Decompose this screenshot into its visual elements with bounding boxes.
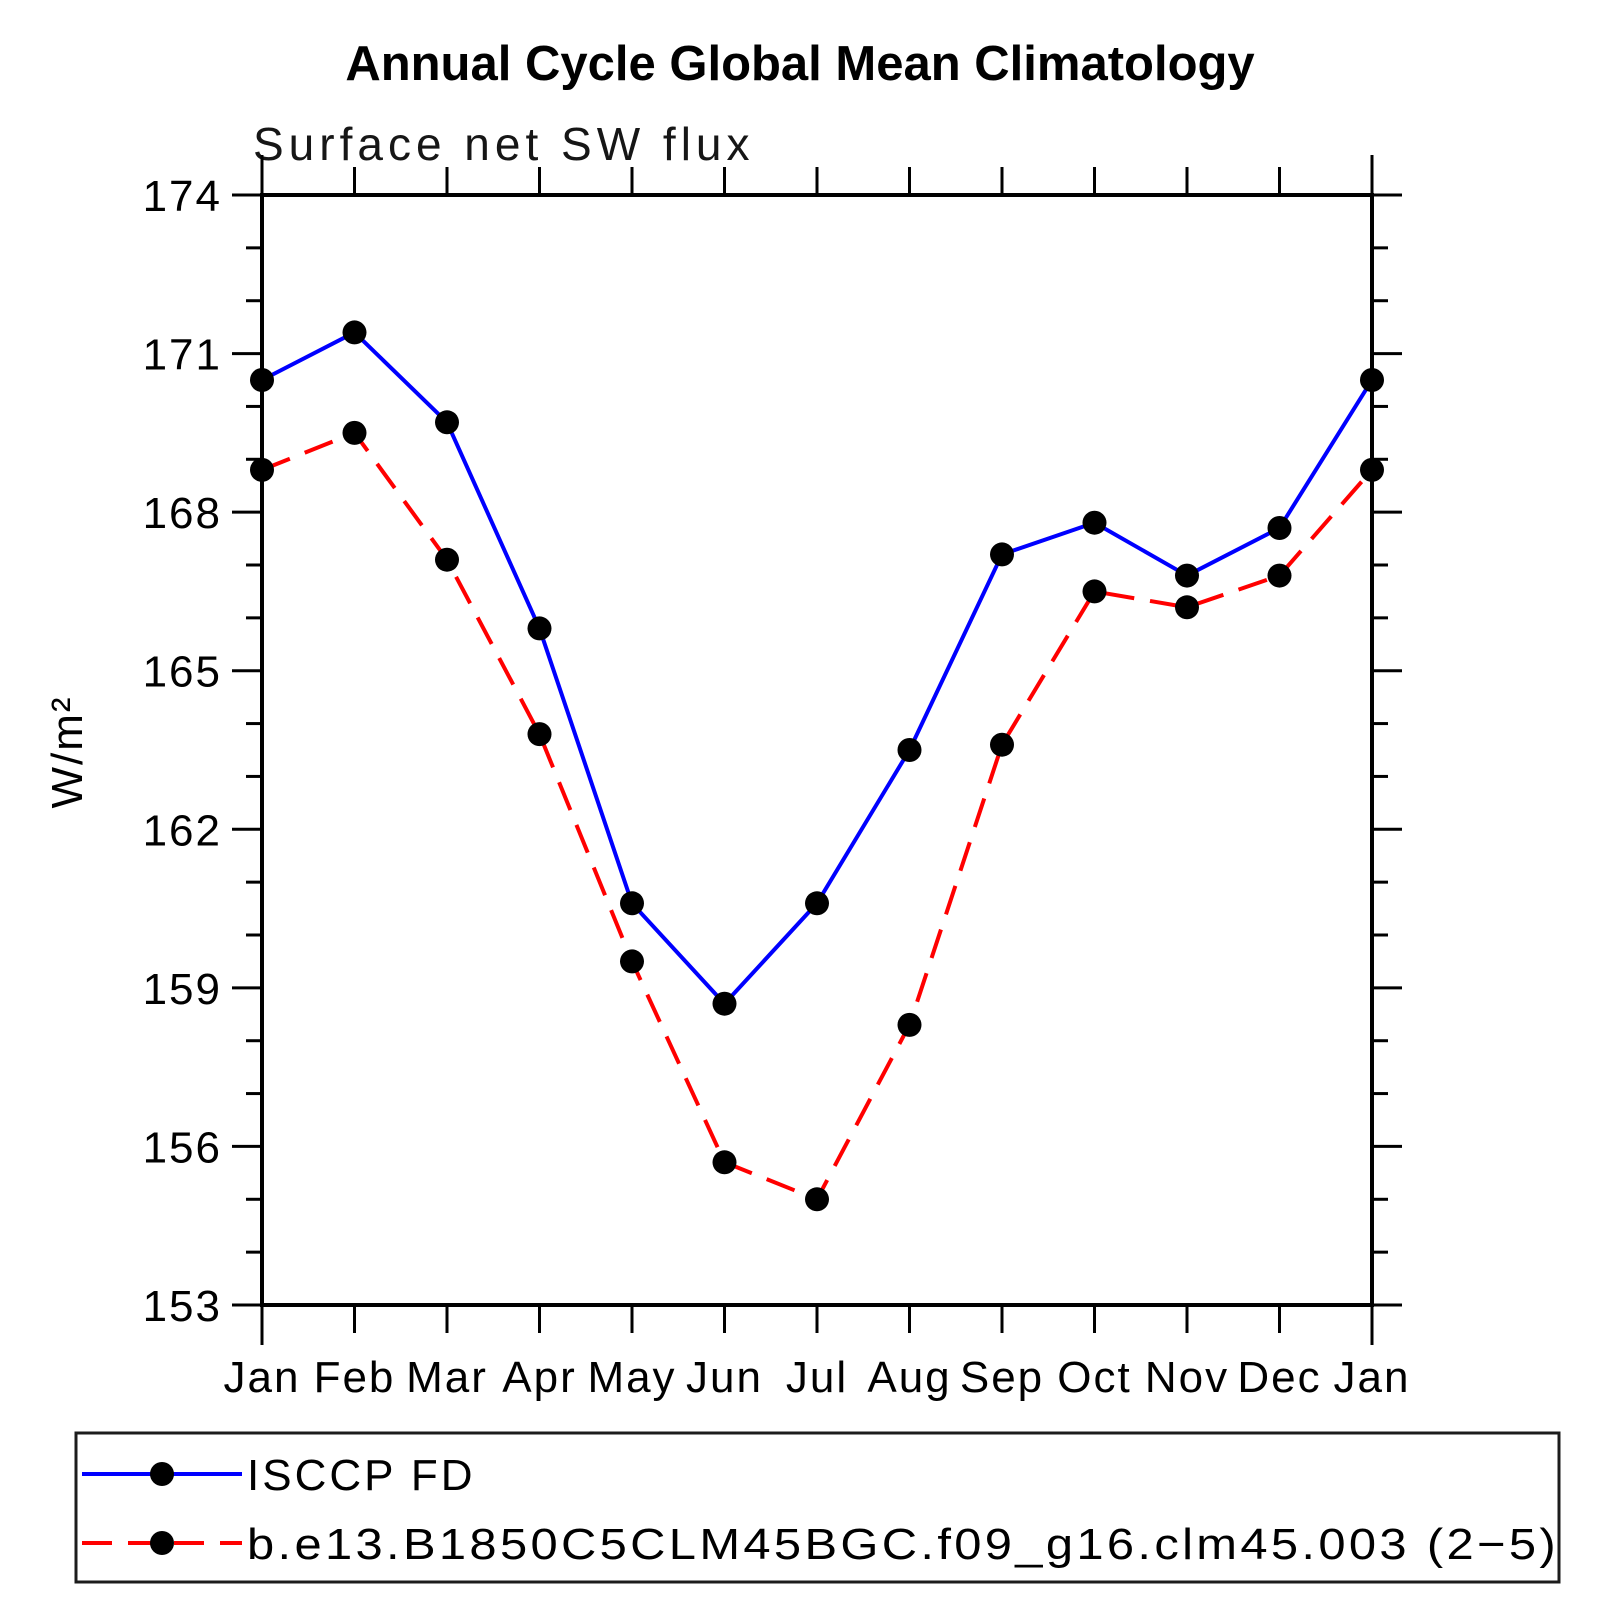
data-point-marker — [712, 991, 737, 1016]
legend-marker-dot — [150, 1531, 174, 1555]
series-line — [261, 430, 1374, 1202]
data-point-marker — [620, 891, 644, 916]
x-tick-label: Nov — [1145, 1353, 1229, 1402]
y-tick-label: 168 — [143, 489, 222, 538]
y-tick-label: 159 — [143, 965, 222, 1014]
x-tick-label: Jan — [224, 1353, 301, 1402]
legend-label-model-run: b.e13.B1850C5CLM45BGC.f09_g16.clm45.003 … — [247, 1520, 1559, 1569]
x-tick-label: Dec — [1237, 1353, 1321, 1402]
data-point-marker — [990, 732, 1014, 757]
series-isccp-fd — [250, 320, 1384, 1016]
x-tick-label: Feb — [314, 1353, 396, 1402]
x-tick-label: May — [587, 1353, 676, 1402]
data-point-marker — [435, 547, 459, 572]
y-tick-label: 156 — [143, 1123, 222, 1172]
legend-item-model-run: b.e13.B1850C5CLM45BGC.f09_g16.clm45.003 … — [82, 1520, 1559, 1569]
y-tick-label: 165 — [143, 648, 222, 697]
x-tick-label: Oct — [1057, 1353, 1131, 1402]
plot-frame — [260, 193, 1374, 1307]
y-tick-label: 171 — [143, 331, 222, 380]
data-point-marker — [250, 368, 274, 392]
data-point-marker — [805, 891, 829, 916]
data-point-marker — [342, 420, 367, 445]
chart-title: Annual Cycle Global Mean Climatology — [345, 37, 1254, 91]
x-tick-label: Jan — [1334, 1353, 1411, 1402]
data-point-marker — [1360, 457, 1384, 482]
data-point-marker — [1267, 516, 1292, 540]
x-tick-label: Jul — [786, 1353, 848, 1402]
axis-tick-labels: Jan Feb Mar Apr May Jun Jul Aug Sep Oct Nov Dec Jan1… — [143, 172, 1411, 1402]
series-model-run — [250, 420, 1384, 1212]
data-point-marker — [527, 616, 552, 641]
data-point-marker — [990, 542, 1014, 567]
x-tick-label: Aug — [867, 1353, 951, 1402]
data-point-marker — [342, 320, 367, 345]
data-point-marker — [1175, 595, 1199, 620]
data-point-marker — [1082, 510, 1107, 535]
legend-label-isccp-fd: ISCCP FD — [247, 1451, 476, 1500]
data-point-marker — [620, 949, 644, 974]
y-tick-label: 174 — [143, 172, 222, 221]
y-axis-label: W/m² — [43, 695, 92, 808]
data-point-marker — [897, 738, 922, 762]
data-point-marker — [250, 457, 274, 482]
data-point-marker — [1267, 563, 1292, 588]
data-point-marker — [1360, 368, 1384, 392]
legend-box — [74, 1431, 1561, 1584]
x-tick-label: Sep — [960, 1353, 1044, 1402]
data-point-marker — [712, 1150, 737, 1175]
series-layer — [250, 320, 1384, 1212]
data-point-marker — [1175, 563, 1199, 588]
x-tick-label: Apr — [502, 1353, 576, 1402]
legend: ISCCP FD b.e13.B1850C5CLM45BGC.f09_g16.c… — [74, 1431, 1561, 1584]
data-point-marker — [527, 722, 552, 747]
legend-marker-dot — [150, 1462, 174, 1486]
y-tick-label: 162 — [143, 806, 222, 855]
legend-item-isccp-fd: ISCCP FD — [82, 1451, 476, 1500]
chart-subtitle: Surface net SW flux — [253, 118, 755, 170]
data-point-marker — [435, 410, 459, 435]
data-point-marker — [1082, 579, 1107, 604]
x-tick-label: Jun — [686, 1353, 763, 1402]
x-tick-label: Mar — [406, 1353, 488, 1402]
y-tick-label: 153 — [143, 1282, 222, 1331]
axis-ticks — [232, 155, 1402, 1345]
data-point-marker — [805, 1187, 829, 1212]
data-point-marker — [897, 1012, 922, 1037]
